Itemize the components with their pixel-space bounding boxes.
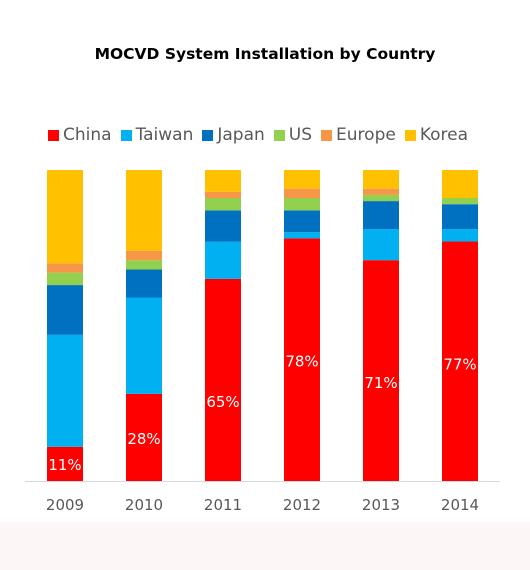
legend-item-china: China: [48, 125, 112, 145]
bar-segment-taiwan-2013: [363, 229, 399, 261]
bar-segment-japan-2012: [284, 210, 320, 233]
bar-segment-us-2014: [442, 197, 478, 205]
bar-segment-japan-2011: [205, 210, 241, 242]
legend-swatch: [273, 129, 285, 141]
bar-segment-taiwan-2014: [442, 229, 478, 242]
bar-segment-europe-2013: [363, 188, 399, 195]
bar-segment-taiwan-2012: [284, 232, 320, 239]
legend-label: Japan: [217, 125, 265, 145]
bar-segment-taiwan-2010: [126, 297, 162, 394]
chart-legend: China Taiwan Japan US Europe Korea: [48, 125, 477, 145]
bar-segment-korea-2013: [363, 170, 399, 189]
bar-segment-taiwan-2009: [47, 334, 83, 447]
data-label-2014: 77%: [443, 356, 476, 374]
legend-item-korea: Korea: [404, 125, 469, 145]
bar-segment-korea-2014: [442, 170, 478, 198]
x-tick-label-2009: 2009: [46, 496, 84, 514]
x-tick-label-2013: 2013: [362, 496, 400, 514]
bar-segment-taiwan-2011: [205, 241, 241, 279]
x-tick-label-2011: 2011: [204, 496, 242, 514]
bar-segment-europe-2012: [284, 188, 320, 198]
data-label-2010: 28%: [127, 430, 160, 448]
chart-title: MOCVD System Installation by Country: [94, 45, 436, 63]
bar-segment-europe-2011: [205, 191, 241, 198]
legend-item-europe: Europe: [321, 125, 396, 145]
bar-segment-us-2011: [205, 197, 241, 211]
legend-swatch: [404, 129, 416, 141]
bar-segment-us-2012: [284, 197, 320, 211]
bar-segment-us-2010: [126, 260, 162, 270]
bar-segment-china-2013: [363, 260, 399, 481]
legend-swatch: [321, 129, 333, 141]
legend-item-us: US: [273, 125, 313, 145]
bar-segment-japan-2014: [442, 204, 478, 230]
x-tick-label-2010: 2010: [125, 496, 163, 514]
bar-segment-china-2009: [47, 446, 83, 481]
legend-item-taiwan: Taiwan: [120, 125, 194, 145]
bar-segment-korea-2009: [47, 170, 83, 264]
legend-item-japan: Japan: [202, 125, 265, 145]
legend-swatch: [120, 129, 132, 141]
legend-swatch: [202, 129, 214, 141]
legend-label: Korea: [419, 125, 469, 145]
bar-segment-korea-2010: [126, 170, 162, 251]
bar-segment-china-2010: [126, 393, 162, 481]
legend-label: Taiwan: [135, 125, 194, 145]
legend-label: Europe: [336, 125, 396, 145]
x-tick-label-2014: 2014: [441, 496, 479, 514]
bar-segment-china-2012: [284, 238, 320, 481]
bar-segment-korea-2011: [205, 170, 241, 192]
bar-segment-europe-2010: [126, 250, 162, 261]
bar-segment-japan-2010: [126, 269, 162, 298]
bar-segment-europe-2009: [47, 263, 83, 273]
data-label-2009: 11%: [48, 456, 81, 474]
legend-swatch: [48, 129, 59, 141]
legend-label: China: [63, 125, 112, 145]
legend-label: US: [288, 125, 313, 145]
bar-segment-us-2009: [47, 272, 83, 286]
bar-segment-korea-2012: [284, 170, 320, 189]
data-label-2012: 78%: [285, 352, 318, 370]
bar-segment-china-2011: [205, 278, 241, 481]
chart-card: MOCVD System Installation by Country Chi…: [25, 45, 500, 514]
bar-segment-japan-2013: [363, 201, 399, 230]
chart-plot: 11% 2009 28% 2010 65% 2011 78% 2012 71% 2013 77% 20…: [25, 170, 500, 514]
bar-segment-china-2014: [442, 241, 478, 481]
data-label-2013: 71%: [364, 374, 397, 392]
x-tick-label-2012: 2012: [283, 496, 321, 514]
bar-segment-us-2013: [363, 194, 399, 202]
bar-segment-japan-2009: [47, 285, 83, 335]
data-label-2011: 65%: [206, 393, 239, 411]
